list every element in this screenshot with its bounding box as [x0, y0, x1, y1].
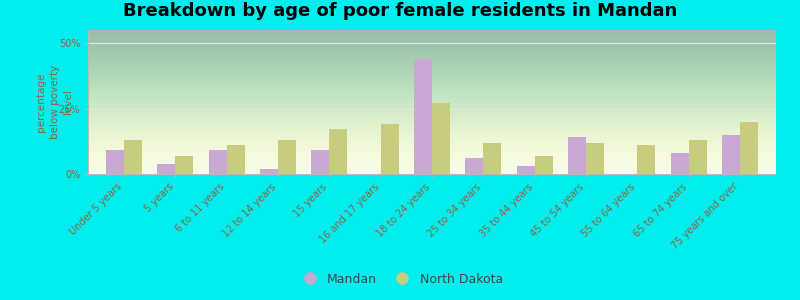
Bar: [278, 140, 296, 174]
Y-axis label: percentage
below poverty
level: percentage below poverty level: [36, 65, 73, 139]
Bar: [175, 156, 194, 174]
Bar: [158, 164, 175, 174]
Bar: [638, 145, 655, 174]
Bar: [568, 137, 586, 174]
Bar: [670, 153, 689, 174]
Bar: [226, 145, 245, 174]
Bar: [260, 169, 278, 174]
Bar: [740, 122, 758, 174]
Bar: [106, 150, 124, 174]
Bar: [432, 103, 450, 174]
Bar: [534, 156, 553, 174]
Text: Breakdown by age of poor female residents in Mandan: Breakdown by age of poor female resident…: [123, 2, 677, 20]
Bar: [381, 124, 398, 174]
Bar: [517, 166, 534, 174]
Bar: [330, 130, 347, 174]
Bar: [689, 140, 706, 174]
Bar: [414, 59, 432, 174]
Legend: Mandan, North Dakota: Mandan, North Dakota: [292, 268, 508, 291]
Bar: [466, 158, 483, 174]
Bar: [586, 142, 604, 174]
Bar: [209, 150, 226, 174]
Bar: [311, 150, 330, 174]
Bar: [722, 135, 740, 174]
Bar: [483, 142, 502, 174]
Bar: [124, 140, 142, 174]
